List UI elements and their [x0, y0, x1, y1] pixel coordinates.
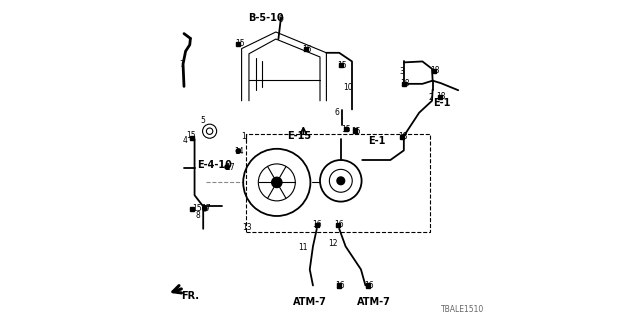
- Text: 1: 1: [241, 132, 246, 141]
- Text: 18: 18: [400, 79, 410, 88]
- Text: E-4-10: E-4-10: [197, 160, 232, 170]
- Text: 4: 4: [182, 136, 187, 145]
- Text: 17: 17: [225, 163, 235, 172]
- Text: E-15: E-15: [287, 131, 311, 141]
- Text: 10: 10: [343, 83, 353, 92]
- Text: 15: 15: [301, 45, 312, 54]
- Bar: [353, 129, 357, 132]
- Text: E-1: E-1: [368, 136, 386, 147]
- Circle shape: [202, 206, 207, 211]
- Text: 16: 16: [333, 220, 344, 229]
- Bar: [315, 223, 319, 227]
- Text: 18: 18: [398, 132, 407, 140]
- Text: E-1: E-1: [433, 98, 451, 108]
- Text: 15: 15: [341, 125, 351, 134]
- Bar: [366, 284, 370, 288]
- Text: ATM-7: ATM-7: [357, 297, 390, 308]
- Text: 16: 16: [312, 220, 323, 229]
- Circle shape: [337, 177, 344, 185]
- Circle shape: [225, 165, 230, 169]
- Text: 14: 14: [234, 147, 244, 156]
- Bar: [432, 69, 436, 73]
- Text: 7: 7: [179, 60, 184, 69]
- Text: 15: 15: [337, 61, 347, 70]
- Text: 11: 11: [299, 243, 308, 252]
- Text: 8: 8: [195, 211, 200, 220]
- Bar: [402, 82, 406, 86]
- Bar: [337, 284, 341, 288]
- Text: B-5-10: B-5-10: [248, 12, 284, 23]
- Text: 17: 17: [201, 204, 211, 213]
- Text: TBALE1510: TBALE1510: [441, 305, 484, 314]
- Circle shape: [272, 177, 282, 188]
- Text: 15: 15: [235, 39, 244, 48]
- Text: 12: 12: [329, 239, 338, 248]
- Bar: [303, 46, 308, 51]
- Text: 15: 15: [186, 131, 196, 140]
- Text: 18: 18: [436, 92, 445, 100]
- Bar: [344, 127, 348, 131]
- Text: 3: 3: [400, 67, 404, 76]
- Text: 15: 15: [192, 204, 202, 213]
- Text: ATM-7: ATM-7: [292, 297, 326, 308]
- Text: 2: 2: [429, 93, 434, 102]
- Text: FR.: FR.: [181, 291, 200, 301]
- Text: 16: 16: [364, 281, 374, 290]
- Bar: [246, 134, 430, 232]
- Text: 13: 13: [242, 223, 252, 232]
- Bar: [339, 63, 343, 67]
- Bar: [236, 42, 241, 46]
- Bar: [335, 223, 340, 227]
- Text: 15: 15: [351, 127, 361, 136]
- Text: 5: 5: [200, 116, 205, 124]
- Text: 18: 18: [430, 66, 439, 75]
- Bar: [400, 135, 404, 139]
- Text: 6: 6: [334, 108, 339, 117]
- Text: 16: 16: [335, 281, 345, 290]
- Circle shape: [236, 149, 241, 153]
- Bar: [190, 207, 194, 211]
- Bar: [190, 136, 194, 140]
- Text: 9: 9: [278, 15, 284, 24]
- Bar: [438, 95, 442, 99]
